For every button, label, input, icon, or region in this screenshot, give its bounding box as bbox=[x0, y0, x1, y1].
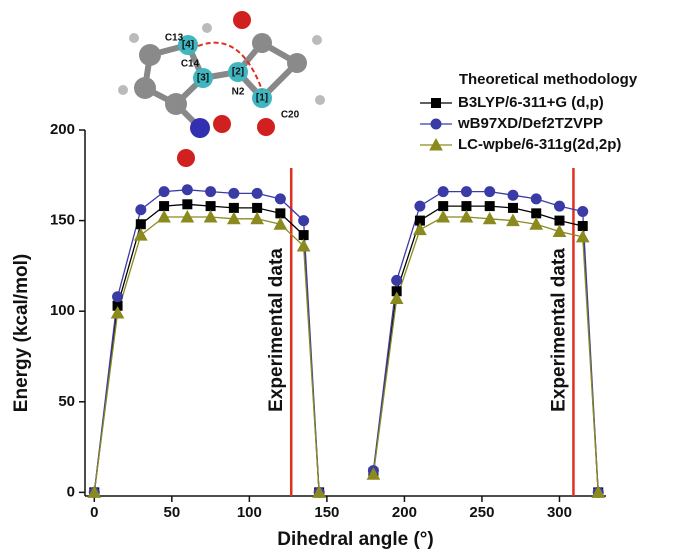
marker bbox=[532, 209, 541, 218]
legend-label: wB97XD/Def2TZVPP bbox=[457, 115, 603, 132]
marker bbox=[508, 203, 517, 212]
marker bbox=[461, 187, 471, 197]
marker bbox=[554, 201, 564, 211]
marker bbox=[159, 187, 169, 197]
x-tick-label: 50 bbox=[163, 504, 180, 521]
marker bbox=[136, 220, 145, 229]
marker bbox=[113, 292, 123, 302]
y-tick-label: 150 bbox=[50, 212, 75, 229]
marker bbox=[299, 216, 309, 226]
x-tick-label: 150 bbox=[314, 504, 339, 521]
legend-label: LC-wpbe/6-311g(2d,2p) bbox=[458, 136, 621, 153]
x-tick-label: 200 bbox=[392, 504, 417, 521]
marker bbox=[135, 229, 147, 240]
legend-label: B3LYP/6-311+G (d,p) bbox=[458, 94, 604, 111]
marker bbox=[252, 188, 262, 198]
marker bbox=[485, 202, 494, 211]
y-tick-label: 100 bbox=[50, 302, 75, 319]
marker bbox=[438, 187, 448, 197]
series-line bbox=[94, 190, 598, 493]
series-line bbox=[94, 217, 598, 492]
marker bbox=[182, 185, 192, 195]
y-tick-label: 50 bbox=[58, 393, 75, 410]
marker bbox=[229, 203, 238, 212]
legend-marker bbox=[432, 99, 441, 108]
marker bbox=[508, 190, 518, 200]
marker bbox=[553, 225, 565, 236]
marker bbox=[229, 188, 239, 198]
legend-title: Theoretical methodology bbox=[459, 71, 638, 88]
marker bbox=[531, 194, 541, 204]
y-tick-label: 0 bbox=[67, 483, 75, 500]
x-axis-title: Dihedral angle (°) bbox=[277, 529, 433, 550]
x-tick-label: 0 bbox=[90, 504, 98, 521]
marker bbox=[276, 209, 285, 218]
atom-label: [2] bbox=[232, 67, 244, 78]
annotation-label: Experimental data bbox=[266, 248, 287, 412]
marker bbox=[555, 216, 564, 225]
marker bbox=[160, 202, 169, 211]
marker bbox=[415, 201, 425, 211]
y-tick-label: 200 bbox=[50, 121, 75, 138]
molecule bbox=[118, 11, 325, 167]
atom-label: C20 bbox=[281, 110, 300, 121]
x-tick-label: 250 bbox=[469, 504, 494, 521]
legend-marker bbox=[431, 119, 441, 129]
marker bbox=[206, 202, 215, 211]
annotation-label: Experimental data bbox=[548, 248, 569, 412]
marker bbox=[183, 200, 192, 209]
atom-label: N2 bbox=[232, 87, 245, 98]
marker bbox=[578, 207, 588, 217]
atom-label: C13 bbox=[165, 33, 184, 44]
marker bbox=[462, 202, 471, 211]
atom-label: C14 bbox=[181, 59, 200, 70]
marker bbox=[485, 187, 495, 197]
y-axis-title: Energy (kcal/mol) bbox=[11, 254, 32, 412]
series-line bbox=[94, 204, 598, 492]
marker bbox=[299, 231, 308, 240]
marker bbox=[392, 275, 402, 285]
x-tick-label: 300 bbox=[547, 504, 572, 521]
marker bbox=[206, 187, 216, 197]
chart: C13[4] C14 [3] [2] N2 [1] C20 0 50 100 150 200 0 50 10… bbox=[0, 0, 678, 552]
x-tick-label: 100 bbox=[237, 504, 262, 521]
marker bbox=[253, 203, 262, 212]
marker bbox=[275, 194, 285, 204]
atom-label: [4] bbox=[182, 40, 194, 51]
marker bbox=[578, 222, 587, 231]
marker bbox=[136, 205, 146, 215]
marker bbox=[439, 202, 448, 211]
atom-label: [3] bbox=[197, 73, 209, 84]
atom-label: [1] bbox=[256, 93, 268, 104]
